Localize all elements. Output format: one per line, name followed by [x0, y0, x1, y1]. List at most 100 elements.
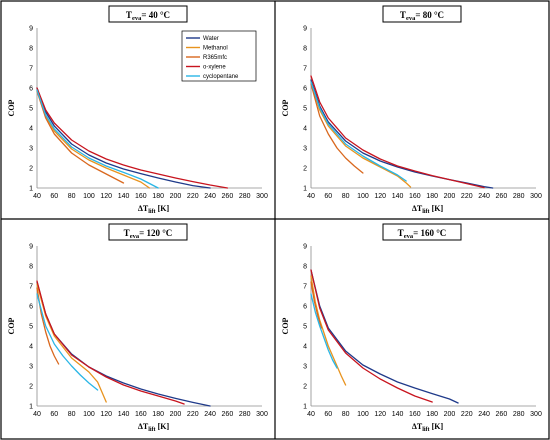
x-tick-label: 200 [170, 411, 182, 418]
x-axis-label-unit: [K] [156, 422, 170, 431]
x-tick-label: 120 [374, 411, 386, 418]
x-tick-label: 60 [324, 193, 332, 200]
x-tick-label: 260 [222, 193, 234, 200]
series-line-o-xylene [36, 280, 185, 405]
y-tick-label: 5 [29, 324, 33, 331]
chart-title-subscript: eva [130, 233, 140, 240]
x-tick-label: 180 [426, 411, 438, 418]
x-axis-label-main: ΔT [138, 422, 149, 431]
series-line-r365mfc [310, 281, 323, 329]
y-tick-label: 2 [303, 166, 307, 173]
series-line-methanol [310, 275, 347, 386]
legend-item-label: Water [203, 36, 219, 42]
x-tick-label: 300 [256, 193, 268, 200]
chart-panel-1: Teva= 40 °C 1 2 3 4 5 6 7 8 9 40 60 80 100 120 140 160 18… [7, 5, 268, 215]
x-tick-label: 100 [357, 193, 369, 200]
x-tick-label: 240 [478, 411, 490, 418]
x-axis-label: ΔTlift [K] [138, 422, 170, 433]
y-tick-label: 9 [29, 244, 33, 251]
x-tick-label: 80 [68, 411, 76, 418]
x-axis-label: ΔTlift [K] [138, 204, 170, 215]
y-tick-label: 4 [303, 344, 307, 351]
x-axis-label-unit: [K] [430, 204, 444, 213]
chart-title-main: T [400, 10, 406, 20]
y-tick-label: 5 [29, 106, 33, 113]
chart-panel-2: Teva= 80 °C 1 2 3 4 5 6 7 8 9 40 60 80 100 120 140 160 18… [281, 5, 542, 215]
x-tick-label: 280 [239, 193, 251, 200]
chart-title-box [108, 223, 188, 241]
chart-title-subscript: eva [406, 15, 416, 22]
x-axis-label-subscript: lift [422, 427, 429, 433]
x-tick-label: 80 [342, 193, 350, 200]
x-axis-label-subscript: lift [148, 427, 155, 433]
x-tick-label: 260 [496, 411, 508, 418]
series-line-r365mfc [310, 83, 364, 174]
y-tick-label: 4 [303, 126, 307, 133]
y-tick-label: 7 [29, 66, 33, 73]
chart-title-subscript: eva [404, 233, 414, 240]
x-tick-label: 100 [357, 411, 369, 418]
y-tick-label: 7 [303, 284, 307, 291]
x-tick-label: 120 [100, 193, 112, 200]
chart-title-rest: = 120 °C [139, 228, 172, 238]
y-tick-label: 1 [303, 186, 307, 193]
series-line-r365mfc [36, 287, 60, 365]
x-axis-label-subscript: lift [148, 209, 155, 215]
x-tick-label: 260 [496, 193, 508, 200]
y-tick-label: 5 [303, 324, 307, 331]
x-axis-label-main: ΔT [138, 204, 149, 213]
x-tick-label: 220 [187, 411, 199, 418]
y-tick-label: 8 [29, 264, 33, 271]
series-line-water [36, 87, 211, 189]
x-tick-label: 80 [68, 193, 76, 200]
series-line-r365mfc [36, 90, 125, 184]
y-tick-label: 7 [303, 66, 307, 73]
x-tick-label: 60 [324, 411, 332, 418]
x-tick-label: 260 [222, 411, 234, 418]
y-tick-label: 6 [303, 86, 307, 93]
chart-title-rest: = 80 °C [415, 10, 444, 20]
chart-title-main: T [126, 10, 132, 20]
chart-title: Teva= 120 °C [124, 228, 173, 240]
x-tick-label: 60 [50, 411, 58, 418]
y-tick-label: 3 [303, 364, 307, 371]
x-tick-label: 80 [342, 411, 350, 418]
x-axis-label-main: ΔT [412, 204, 423, 213]
x-axis-label-main: ΔT [412, 422, 423, 431]
legend-item-label: Methanol [203, 46, 228, 52]
x-tick-label: 140 [118, 193, 130, 200]
x-tick-label: 40 [33, 193, 41, 200]
x-tick-label: 140 [392, 193, 404, 200]
y-tick-label: 2 [29, 166, 33, 173]
series-line-methanol [36, 89, 151, 189]
series-line-o-xylene [36, 87, 229, 189]
chart-title: Teva= 160 °C [398, 228, 447, 240]
y-tick-label: 6 [303, 304, 307, 311]
series-line-methanol [36, 283, 107, 403]
y-tick-label: 1 [29, 186, 33, 193]
legend-item-label: R365mfc [203, 55, 227, 61]
x-tick-label: 200 [444, 411, 456, 418]
x-tick-label: 280 [513, 193, 525, 200]
y-tick-label: 1 [303, 404, 307, 411]
y-tick-label: 3 [29, 364, 33, 371]
x-tick-label: 100 [83, 411, 95, 418]
x-tick-label: 240 [204, 411, 216, 418]
y-tick-label: 2 [303, 384, 307, 391]
x-tick-label: 60 [50, 193, 58, 200]
y-tick-label: 5 [303, 106, 307, 113]
chart-title: Teva= 40 °C [126, 10, 170, 22]
x-tick-label: 240 [478, 193, 490, 200]
series-line-cyclopentane [36, 293, 99, 391]
x-axis-label-subscript: lift [422, 209, 429, 215]
chart-title-main: T [398, 228, 404, 238]
series-line-water [310, 269, 459, 404]
chart-title-rest: = 40 °C [141, 10, 170, 20]
x-tick-label: 300 [256, 411, 268, 418]
x-tick-label: 140 [118, 411, 130, 418]
y-tick-label: 4 [29, 344, 33, 351]
y-tick-label: 3 [303, 146, 307, 153]
chart-title: Teva= 80 °C [400, 10, 444, 22]
series-line-o-xylene [310, 75, 485, 189]
